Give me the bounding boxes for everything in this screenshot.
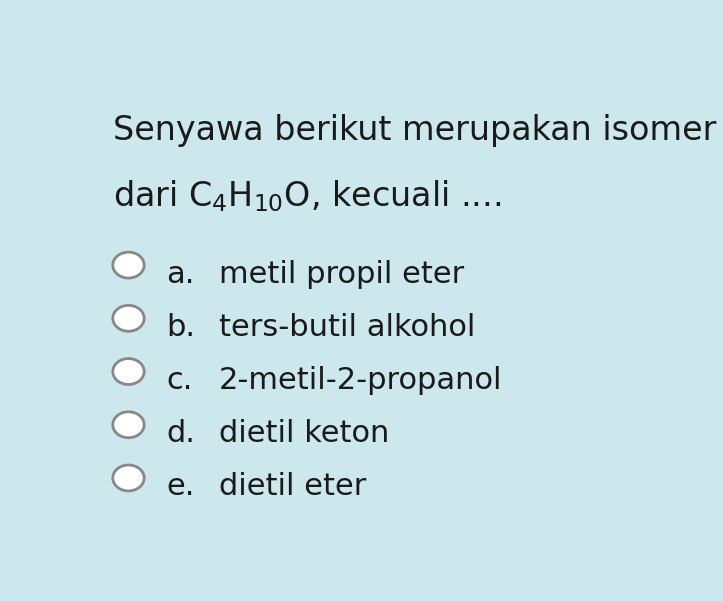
Text: ters-butil alkohol: ters-butil alkohol [219, 313, 476, 342]
Text: dari $\mathrm{C_4H_{10}O}$, kecuali ....: dari $\mathrm{C_4H_{10}O}$, kecuali .... [113, 178, 501, 215]
Text: 2-metil-2-propanol: 2-metil-2-propanol [219, 366, 502, 395]
Circle shape [113, 305, 144, 331]
Text: e.: e. [166, 472, 194, 501]
Text: dietil keton: dietil keton [219, 419, 390, 448]
Text: metil propil eter: metil propil eter [219, 260, 464, 288]
Text: c.: c. [166, 366, 192, 395]
Text: b.: b. [166, 313, 195, 342]
Text: dietil eter: dietil eter [219, 472, 367, 501]
Circle shape [113, 412, 144, 438]
Text: a.: a. [166, 260, 194, 288]
Circle shape [113, 359, 144, 385]
Text: Senyawa berikut merupakan isomer: Senyawa berikut merupakan isomer [113, 114, 716, 147]
Circle shape [113, 252, 144, 278]
Circle shape [113, 465, 144, 491]
Text: d.: d. [166, 419, 195, 448]
